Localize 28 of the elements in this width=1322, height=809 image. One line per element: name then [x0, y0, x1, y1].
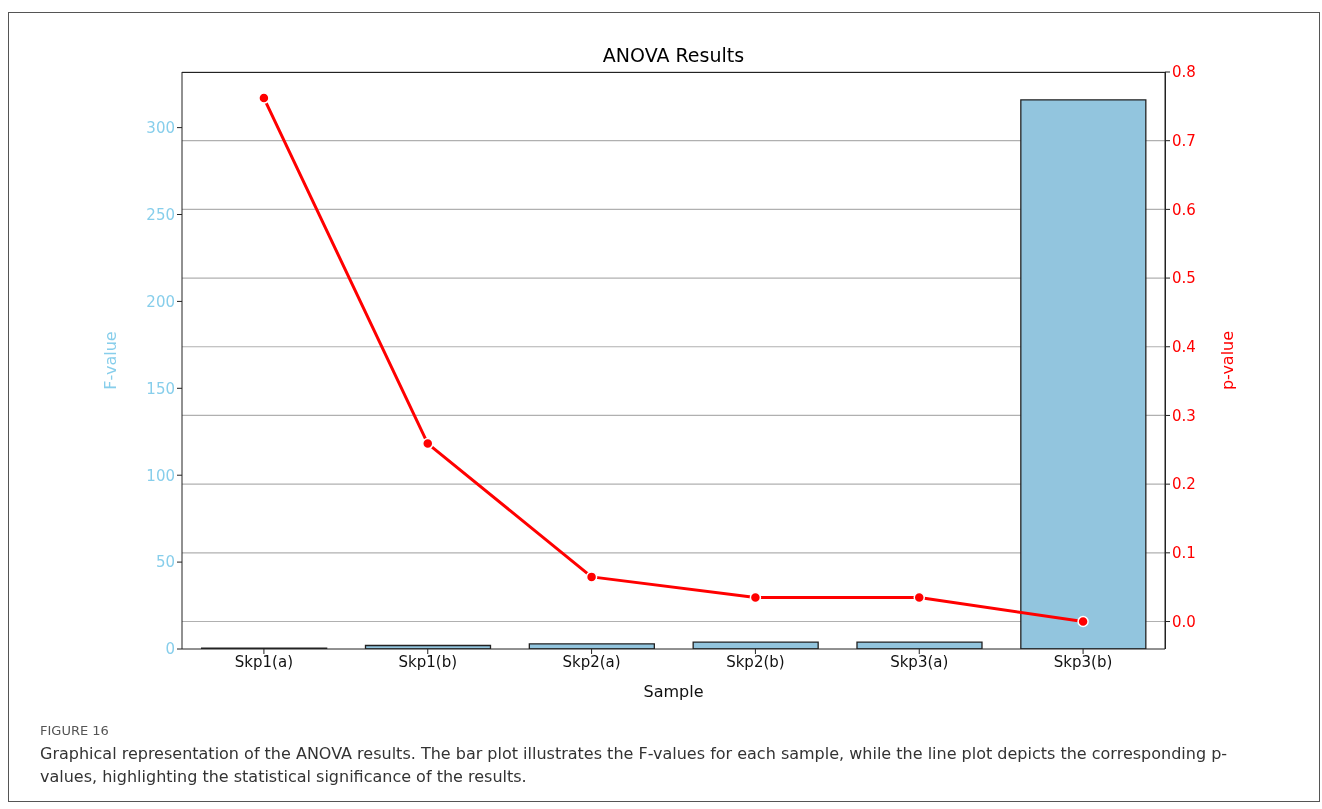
y2-tick-label: 0.4	[1172, 338, 1196, 357]
y-tick-label: 150	[146, 379, 175, 398]
y2-tick-label: 0.8	[1172, 63, 1196, 82]
y-tick-label: 100	[146, 466, 175, 485]
y2-axis-title: p-value	[1217, 330, 1237, 391]
y-axis-title: F-value	[100, 331, 120, 390]
x-tick-label: Skp3(a)	[890, 652, 949, 671]
y2-tick-label: 0.0	[1172, 612, 1196, 631]
x-tick-label: Skp3(b)	[1053, 652, 1113, 671]
y2-tick-label: 0.2	[1172, 475, 1196, 494]
text: Graphical representation of the ANOVA results. The bar plot illustrates the F-values for each sample, while the line plot depicts the corresponding p-values, highlighting the statistical significance of the results.	[40, 743, 1229, 788]
x-tick-label: Skp1(a)	[234, 652, 293, 671]
y2-tick-label: 0.7	[1172, 132, 1196, 151]
y2-tick-label: 0.1	[1172, 544, 1196, 563]
x-tick-label: Skp2(b)	[726, 652, 785, 671]
y-tick-label: 250	[146, 205, 175, 224]
y2-tick-label: 0.6	[1172, 200, 1196, 219]
y-tick-label: 50	[155, 553, 175, 572]
caption: FIGURE 16	[40, 723, 109, 738]
x-axis-title: Sample	[643, 682, 704, 701]
x-tick-label: Skp1(b)	[398, 652, 457, 671]
x-tick-label: Skp2(a)	[562, 652, 621, 671]
y-tick-label: 200	[146, 292, 175, 311]
y-tick-label: 0	[165, 640, 175, 659]
y2-tick-label: 0.3	[1172, 406, 1196, 425]
chart-title: ANOVA Results	[601, 44, 746, 66]
y-tick-label: 300	[146, 118, 175, 137]
y2-tick-label: 0.5	[1172, 269, 1196, 288]
